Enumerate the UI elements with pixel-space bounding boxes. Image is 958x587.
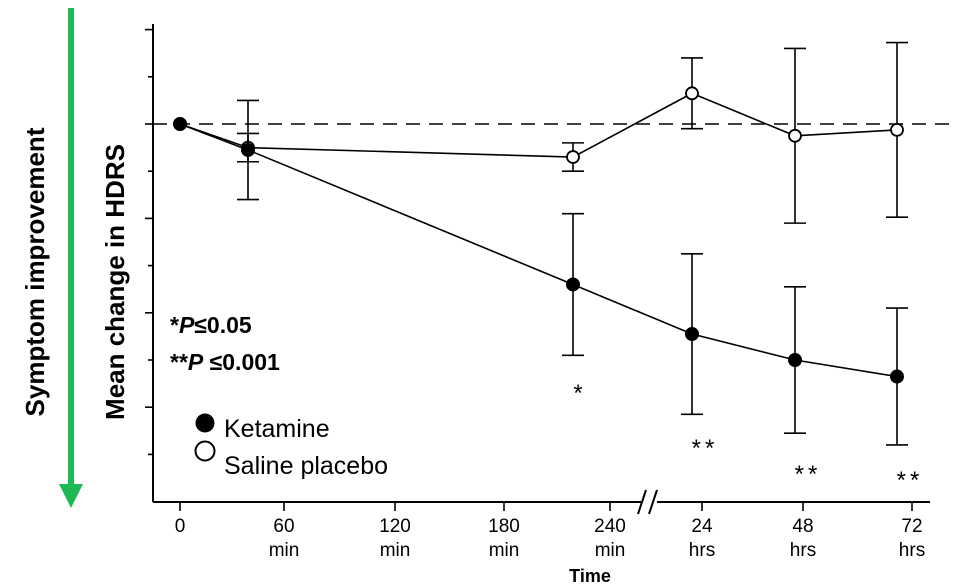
significance-mark: ** xyxy=(692,435,719,462)
sig-legend-2-stars: ** xyxy=(170,349,188,375)
symptom-improvement-arrow xyxy=(59,8,83,508)
data-point xyxy=(173,117,187,131)
significance-mark: * xyxy=(573,380,586,407)
x-tick-unit: hrs xyxy=(689,540,715,561)
data-point xyxy=(788,353,802,367)
y-ticks xyxy=(145,28,153,456)
series-layer xyxy=(173,41,908,446)
significance-mark: ** xyxy=(897,467,924,494)
legend: Ketamine Saline placebo xyxy=(194,413,388,480)
sig-legend-1: *P≤0.05 xyxy=(170,312,252,338)
series-ketamine xyxy=(173,99,908,446)
x-tick-label: 72 xyxy=(901,516,922,537)
legend-placebo-marker xyxy=(194,440,216,462)
sig-legend-1-p: P xyxy=(179,312,195,338)
data-point xyxy=(890,122,904,137)
x-tick-label: 120 xyxy=(379,516,411,537)
significance-mark: ** xyxy=(795,461,822,488)
legend-ketamine-marker xyxy=(195,413,215,433)
legend-ketamine-label: Ketamine xyxy=(224,415,330,443)
x-tick-label: 0 xyxy=(175,516,186,537)
x-tick-unit: hrs xyxy=(899,540,925,561)
x-tick-unit: min xyxy=(595,540,626,561)
x-tick-unit: hrs xyxy=(790,540,816,561)
data-point xyxy=(890,369,904,384)
significance-marks: ***** ** xyxy=(573,380,924,494)
x-tick-label: 48 xyxy=(792,516,813,537)
x-tick-label: 240 xyxy=(594,516,626,537)
data-point xyxy=(685,327,699,342)
data-point xyxy=(241,142,255,157)
symptom-improvement-label: Symptom improvement xyxy=(20,127,50,416)
series-line xyxy=(179,92,898,158)
data-point xyxy=(685,86,699,101)
axis-break xyxy=(637,489,658,515)
x-tick-label: 60 xyxy=(273,516,294,537)
sig-legend-1-rest: ≤0.05 xyxy=(194,312,252,338)
sig-legend-2-p: P xyxy=(188,349,204,375)
series-saline-placebo xyxy=(173,41,908,224)
sig-legend-1-stars: * xyxy=(170,312,179,338)
data-point xyxy=(788,128,802,143)
data-point xyxy=(566,277,580,292)
sig-legend-2: **P ≤0.001 xyxy=(170,349,280,375)
x-tick-label: 180 xyxy=(488,516,520,537)
legend-placebo-label: Saline placebo xyxy=(224,452,388,480)
arrow-head-icon xyxy=(59,484,83,508)
x-tick-unit: min xyxy=(489,540,520,561)
sig-legend-2-rest: ≤0.001 xyxy=(203,349,280,375)
data-point xyxy=(566,150,580,164)
x-axis-title: Time xyxy=(569,566,611,586)
y-axis-title: Mean change in HDRS xyxy=(100,144,130,420)
x-ticks: 0 60 min 120 min 180 min 240 min 24 hrs 48 hrs 72 hrs xyxy=(175,502,925,561)
x-tick-label: 24 xyxy=(691,516,713,537)
x-tick-unit: min xyxy=(269,540,300,561)
x-tick-unit: min xyxy=(380,540,411,561)
series-line xyxy=(179,123,898,378)
